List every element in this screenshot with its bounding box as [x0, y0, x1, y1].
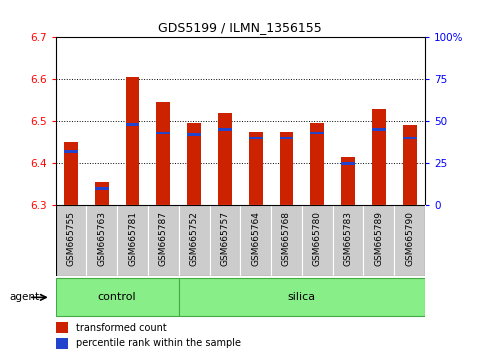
- Bar: [403, 125, 416, 205]
- Bar: [249, 132, 263, 205]
- Bar: [302, 205, 333, 276]
- Bar: [271, 205, 302, 276]
- Text: control: control: [98, 291, 136, 302]
- Bar: [394, 205, 425, 276]
- Bar: [218, 113, 232, 205]
- Text: transformed count: transformed count: [76, 322, 167, 332]
- Text: GSM665764: GSM665764: [251, 211, 260, 266]
- Bar: [156, 132, 170, 134]
- Bar: [341, 157, 355, 205]
- Bar: [311, 132, 324, 134]
- Bar: [56, 338, 69, 349]
- Bar: [240, 205, 271, 276]
- Bar: [249, 137, 263, 139]
- Bar: [148, 205, 179, 276]
- Text: GSM665763: GSM665763: [97, 211, 106, 266]
- Bar: [64, 150, 78, 153]
- Bar: [311, 123, 324, 205]
- Bar: [210, 205, 240, 276]
- Bar: [86, 205, 117, 276]
- Bar: [218, 129, 232, 131]
- Bar: [187, 133, 201, 136]
- Bar: [403, 137, 416, 139]
- Text: agent: agent: [10, 292, 40, 302]
- Text: GSM665781: GSM665781: [128, 211, 137, 266]
- Bar: [179, 278, 425, 316]
- Bar: [95, 182, 109, 205]
- Text: percentile rank within the sample: percentile rank within the sample: [76, 338, 241, 348]
- Text: GSM665768: GSM665768: [282, 211, 291, 266]
- Bar: [280, 132, 293, 205]
- Text: GSM665780: GSM665780: [313, 211, 322, 266]
- Text: GSM665757: GSM665757: [220, 211, 229, 266]
- Bar: [64, 142, 78, 205]
- Bar: [95, 187, 109, 190]
- Text: GSM665755: GSM665755: [67, 211, 75, 266]
- Bar: [117, 205, 148, 276]
- Bar: [126, 123, 140, 126]
- Text: GSM665790: GSM665790: [405, 211, 414, 266]
- Bar: [333, 205, 364, 276]
- Bar: [56, 278, 179, 316]
- Bar: [187, 123, 201, 205]
- Bar: [372, 129, 386, 131]
- Text: silica: silica: [288, 291, 316, 302]
- Text: GDS5199 / ILMN_1356155: GDS5199 / ILMN_1356155: [158, 21, 322, 34]
- Bar: [56, 322, 69, 333]
- Bar: [56, 205, 86, 276]
- Bar: [341, 162, 355, 165]
- Bar: [126, 77, 140, 205]
- Text: GSM665789: GSM665789: [374, 211, 384, 266]
- Bar: [364, 205, 394, 276]
- Text: GSM665783: GSM665783: [343, 211, 353, 266]
- Bar: [372, 109, 386, 205]
- Bar: [179, 205, 210, 276]
- Bar: [280, 137, 293, 139]
- Bar: [156, 102, 170, 205]
- Text: GSM665752: GSM665752: [190, 211, 199, 266]
- Text: GSM665787: GSM665787: [159, 211, 168, 266]
